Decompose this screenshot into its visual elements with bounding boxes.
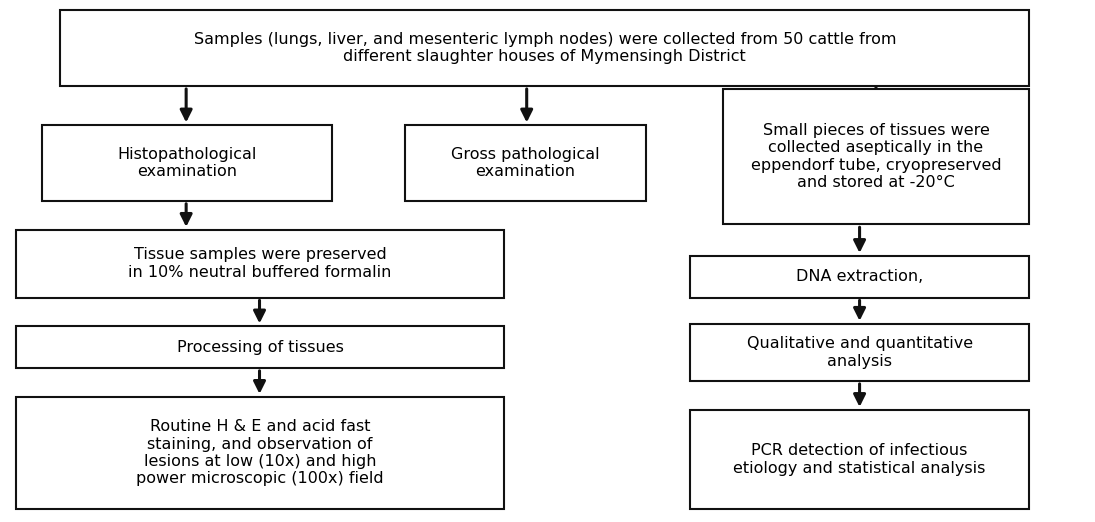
Text: DNA extraction,: DNA extraction,: [796, 269, 923, 284]
FancyBboxPatch shape: [42, 125, 332, 201]
Text: Histopathological
examination: Histopathological examination: [117, 147, 256, 180]
Text: Small pieces of tissues were
collected aseptically in the
eppendorf tube, cryopr: Small pieces of tissues were collected a…: [751, 123, 1001, 190]
Text: Samples (lungs, liver, and mesenteric lymph nodes) were collected from 50 cattle: Samples (lungs, liver, and mesenteric ly…: [194, 32, 896, 65]
FancyBboxPatch shape: [723, 89, 1029, 224]
FancyBboxPatch shape: [16, 397, 504, 509]
FancyBboxPatch shape: [690, 410, 1029, 509]
FancyBboxPatch shape: [690, 324, 1029, 381]
Text: PCR detection of infectious
etiology and statistical analysis: PCR detection of infectious etiology and…: [734, 443, 986, 476]
Text: Tissue samples were preserved
in 10% neutral buffered formalin: Tissue samples were preserved in 10% neu…: [128, 247, 392, 280]
FancyBboxPatch shape: [405, 125, 646, 201]
FancyBboxPatch shape: [690, 256, 1029, 298]
Text: Routine H & E and acid fast
staining, and observation of
lesions at low (10x) an: Routine H & E and acid fast staining, an…: [136, 419, 384, 487]
Text: Qualitative and quantitative
analysis: Qualitative and quantitative analysis: [747, 336, 972, 369]
FancyBboxPatch shape: [16, 230, 504, 298]
FancyBboxPatch shape: [60, 10, 1029, 86]
Text: Processing of tissues: Processing of tissues: [176, 340, 344, 354]
Text: Gross pathological
examination: Gross pathological examination: [451, 147, 600, 180]
FancyBboxPatch shape: [16, 326, 504, 368]
